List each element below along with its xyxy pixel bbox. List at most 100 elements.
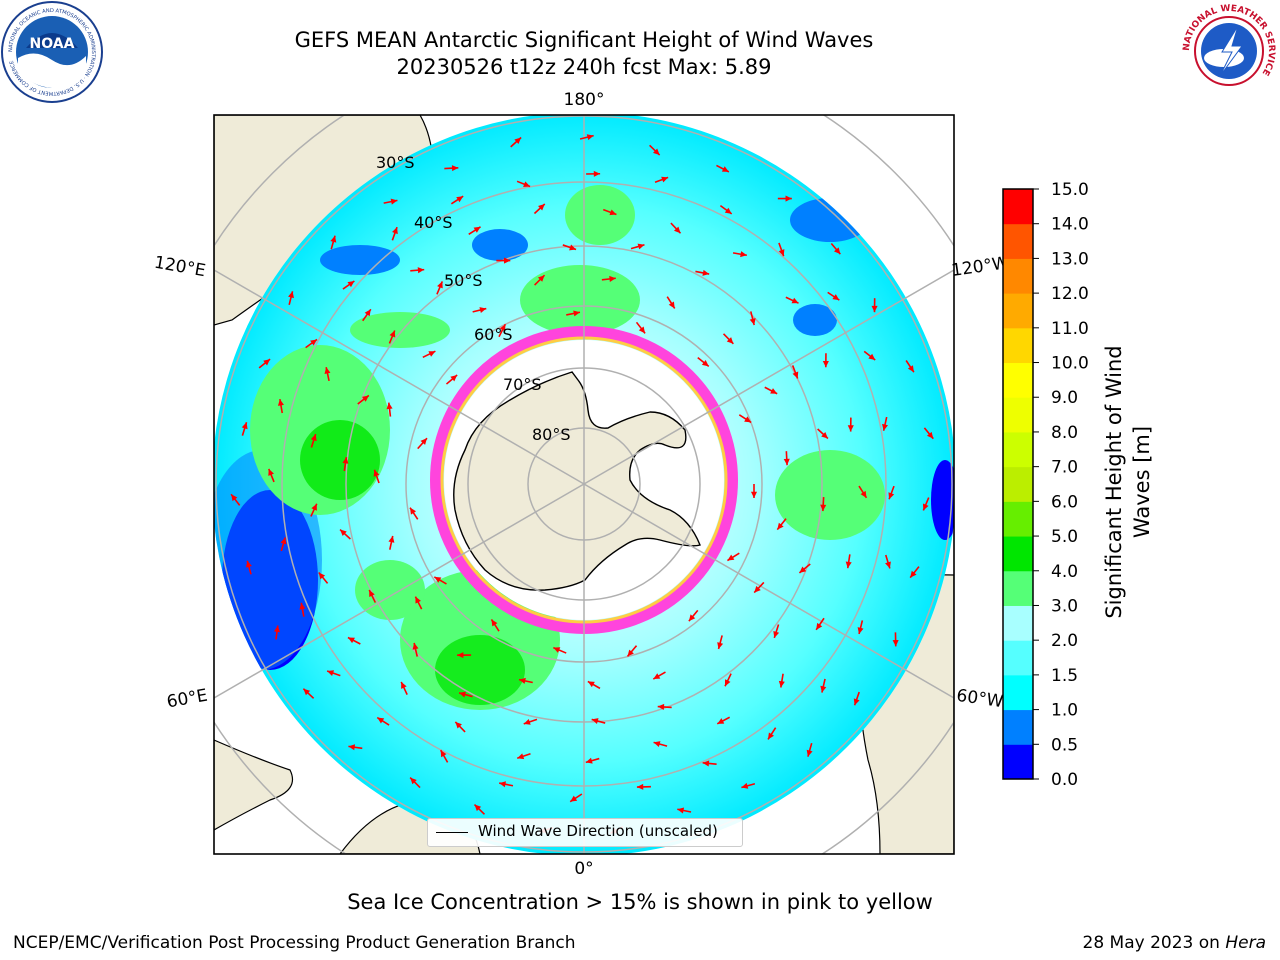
lat-label-50s: 50°S: [444, 271, 483, 290]
wave-direction-arrowhead: [792, 371, 799, 379]
wave-direction-arrowhead: [740, 251, 747, 258]
wave-direction-arrowhead: [377, 717, 385, 724]
wave-direction-arrowhead: [770, 388, 778, 394]
wave-direction-arrowhead: [390, 198, 398, 205]
wave-direction-arrowhead: [591, 718, 599, 725]
wave-direction-arrowhead: [777, 522, 784, 530]
wave-direction-arrowhead: [727, 554, 735, 561]
wave-direction-arrowhead: [754, 585, 761, 593]
colorbar-segment: [1003, 223, 1033, 259]
map-legend: Wind Wave Direction (unscaled): [427, 818, 743, 847]
wave-direction-arrowhead: [926, 431, 934, 439]
wave-direction-arrowhead: [609, 275, 616, 282]
colorbar: 0.0 0.5 1.0 1.5 2.0 3.0 4.0 5.0 6.0 7.0 8.0 9.0 10.0…: [1002, 180, 1089, 790]
wave-direction-arrowhead: [778, 680, 785, 688]
wave-patch-low: [472, 229, 528, 261]
colorbar-segment: [1003, 293, 1033, 329]
wave-direction-arrowhead: [553, 647, 561, 653]
wave-direction-arrowhead: [806, 749, 813, 757]
wave-direction-arrowhead: [231, 494, 238, 502]
wave-direction-arrowhead: [768, 732, 775, 740]
lon-label-60w: 60°W: [955, 686, 1004, 712]
colorbar-label-line2: Waves [m]: [1130, 425, 1154, 539]
wave-patch-high: [355, 560, 425, 620]
lon-label-120e: 120°E: [153, 253, 207, 282]
wave-direction-arrowhead: [586, 134, 594, 141]
lat-label-30s: 30°S: [376, 153, 415, 172]
wave-direction-arrowhead: [420, 438, 427, 445]
wave-patch-high: [775, 450, 885, 540]
wave-direction-arrowhead: [721, 166, 729, 172]
graticule: [214, 115, 954, 854]
wave-direction-arrowhead: [280, 537, 287, 545]
wave-direction-arrowhead: [246, 560, 252, 568]
sea-ice-note: Sea Ice Concentration > 15% is shown in …: [347, 890, 933, 914]
noaa-logo: NOAA NATIONAL OCEANIC AND ATMOSPHERIC AD…: [1, 1, 103, 103]
wave-direction-arrowhead: [860, 490, 867, 498]
wave-direction-arrowhead: [717, 642, 724, 649]
wave-patch-high: [565, 185, 635, 245]
wave-direction-arrowhead: [373, 469, 380, 477]
wave-direction-arrowhead: [277, 399, 284, 406]
colorbar-tick-label: 12.0: [1051, 284, 1089, 304]
colorbar-tick-label: 14.0: [1051, 215, 1089, 235]
wave-direction-arrowhead: [310, 339, 318, 346]
nws-logo: NATIONAL WEATHER SERVICE: [1180, 2, 1278, 100]
wave-direction-arrowhead: [310, 434, 317, 442]
wave-direction-arrowhead: [677, 807, 685, 814]
wave-direction-arrowhead: [340, 529, 347, 537]
wave-direction-arrowhead: [417, 267, 425, 274]
wave-direction-arrowhead: [778, 249, 785, 257]
wave-direction-arrowhead: [785, 195, 792, 202]
wave-direction-arrowhead: [347, 637, 355, 644]
colorbar-segment: [1003, 258, 1033, 294]
wave-direction-arrowhead: [907, 365, 914, 373]
wave-direction-arrowhead: [922, 503, 929, 511]
map-frame: [213, 114, 955, 855]
wave-direction-arrowhead: [324, 367, 331, 374]
wave-direction-arrowhead: [791, 297, 799, 304]
wave-direction-arrowhead: [853, 698, 860, 706]
wave-patch-low: [320, 245, 400, 275]
wave-direction-arrowhead: [415, 596, 421, 604]
wave-direction-arrowhead: [638, 326, 646, 334]
wave-direction-arrowhead: [389, 330, 396, 338]
wave-direction-arrowhead: [702, 269, 710, 276]
wave-direction-arrowhead: [514, 137, 522, 144]
wave-direction-arrowhead: [821, 431, 828, 439]
wave-patch-high: [520, 265, 640, 335]
wave-direction-arrowhead: [750, 491, 758, 498]
colorbar-segment: [1003, 605, 1033, 641]
wave-direction-arrowhead: [661, 176, 669, 183]
wave-direction-arrowhead: [451, 165, 459, 172]
wave-direction-arrowhead: [652, 148, 660, 156]
colorbar-tick-label: 6.0: [1051, 492, 1078, 512]
wave-direction-arrowhead: [263, 359, 271, 366]
colorbar-tick-label: 10.0: [1051, 354, 1089, 374]
wave-direction-arrowhead: [783, 458, 790, 466]
colorbar-tick-label: 0.0: [1051, 770, 1078, 790]
wave-direction-arrowhead: [311, 503, 317, 511]
wave-direction-arrowhead: [845, 561, 852, 569]
wave-direction-arrowhead: [437, 281, 443, 289]
wave-direction-arrowhead: [799, 566, 807, 573]
wave-direction-arrowhead: [459, 691, 466, 698]
wave-direction-arrowhead: [726, 337, 734, 344]
colorbar-tick-label: 11.0: [1051, 319, 1089, 339]
colorbar-tick-label: 2.0: [1051, 631, 1078, 651]
wave-direction-arrowhead: [288, 291, 294, 299]
wave-direction-arrowhead: [701, 360, 709, 367]
wave-direction-arrowhead: [847, 425, 854, 432]
wave-direction-arrowhead: [627, 649, 634, 657]
wave-direction-arrowhead: [888, 492, 895, 500]
wave-direction-arrowhead: [741, 782, 749, 789]
wave-direction-arrowhead: [868, 353, 876, 361]
lat-label-60s: 60°S: [474, 325, 513, 344]
wave-direction-arrowhead: [499, 324, 506, 332]
lon-label-0: 0°: [574, 859, 593, 879]
wave-patch-low: [793, 304, 837, 336]
wave-direction-arrowhead: [657, 703, 665, 710]
wave-direction-arrowhead: [688, 614, 696, 622]
wave-direction-arrowhead: [892, 640, 899, 647]
